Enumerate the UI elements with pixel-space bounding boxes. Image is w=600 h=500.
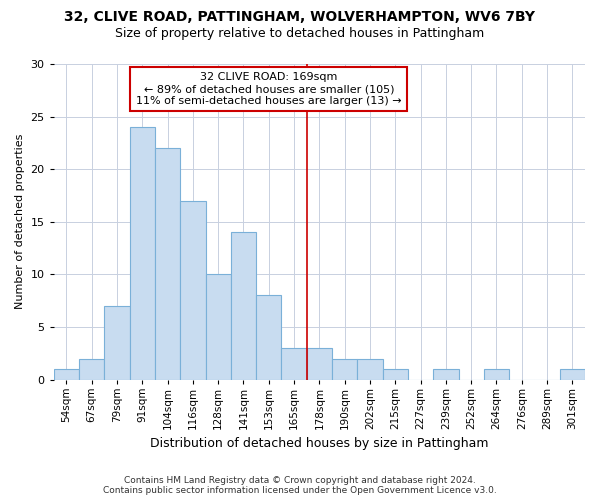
Bar	[358, 358, 383, 380]
Text: 32 CLIVE ROAD: 169sqm
← 89% of detached houses are smaller (105)
11% of semi-det: 32 CLIVE ROAD: 169sqm ← 89% of detached …	[136, 72, 401, 106]
Bar	[231, 232, 256, 380]
Bar	[206, 274, 231, 380]
Bar	[79, 358, 104, 380]
Bar	[104, 306, 130, 380]
Bar	[484, 369, 509, 380]
Bar	[383, 369, 408, 380]
Text: Contains HM Land Registry data © Crown copyright and database right 2024.
Contai: Contains HM Land Registry data © Crown c…	[103, 476, 497, 495]
Bar	[560, 369, 585, 380]
Text: 32, CLIVE ROAD, PATTINGHAM, WOLVERHAMPTON, WV6 7BY: 32, CLIVE ROAD, PATTINGHAM, WOLVERHAMPTO…	[65, 10, 536, 24]
Bar	[281, 348, 307, 380]
Bar	[180, 201, 206, 380]
X-axis label: Distribution of detached houses by size in Pattingham: Distribution of detached houses by size …	[150, 437, 488, 450]
Bar	[433, 369, 458, 380]
Bar	[307, 348, 332, 380]
Y-axis label: Number of detached properties: Number of detached properties	[15, 134, 25, 310]
Bar	[54, 369, 79, 380]
Text: Size of property relative to detached houses in Pattingham: Size of property relative to detached ho…	[115, 28, 485, 40]
Bar	[332, 358, 358, 380]
Bar	[155, 148, 180, 380]
Bar	[130, 127, 155, 380]
Bar	[256, 296, 281, 380]
